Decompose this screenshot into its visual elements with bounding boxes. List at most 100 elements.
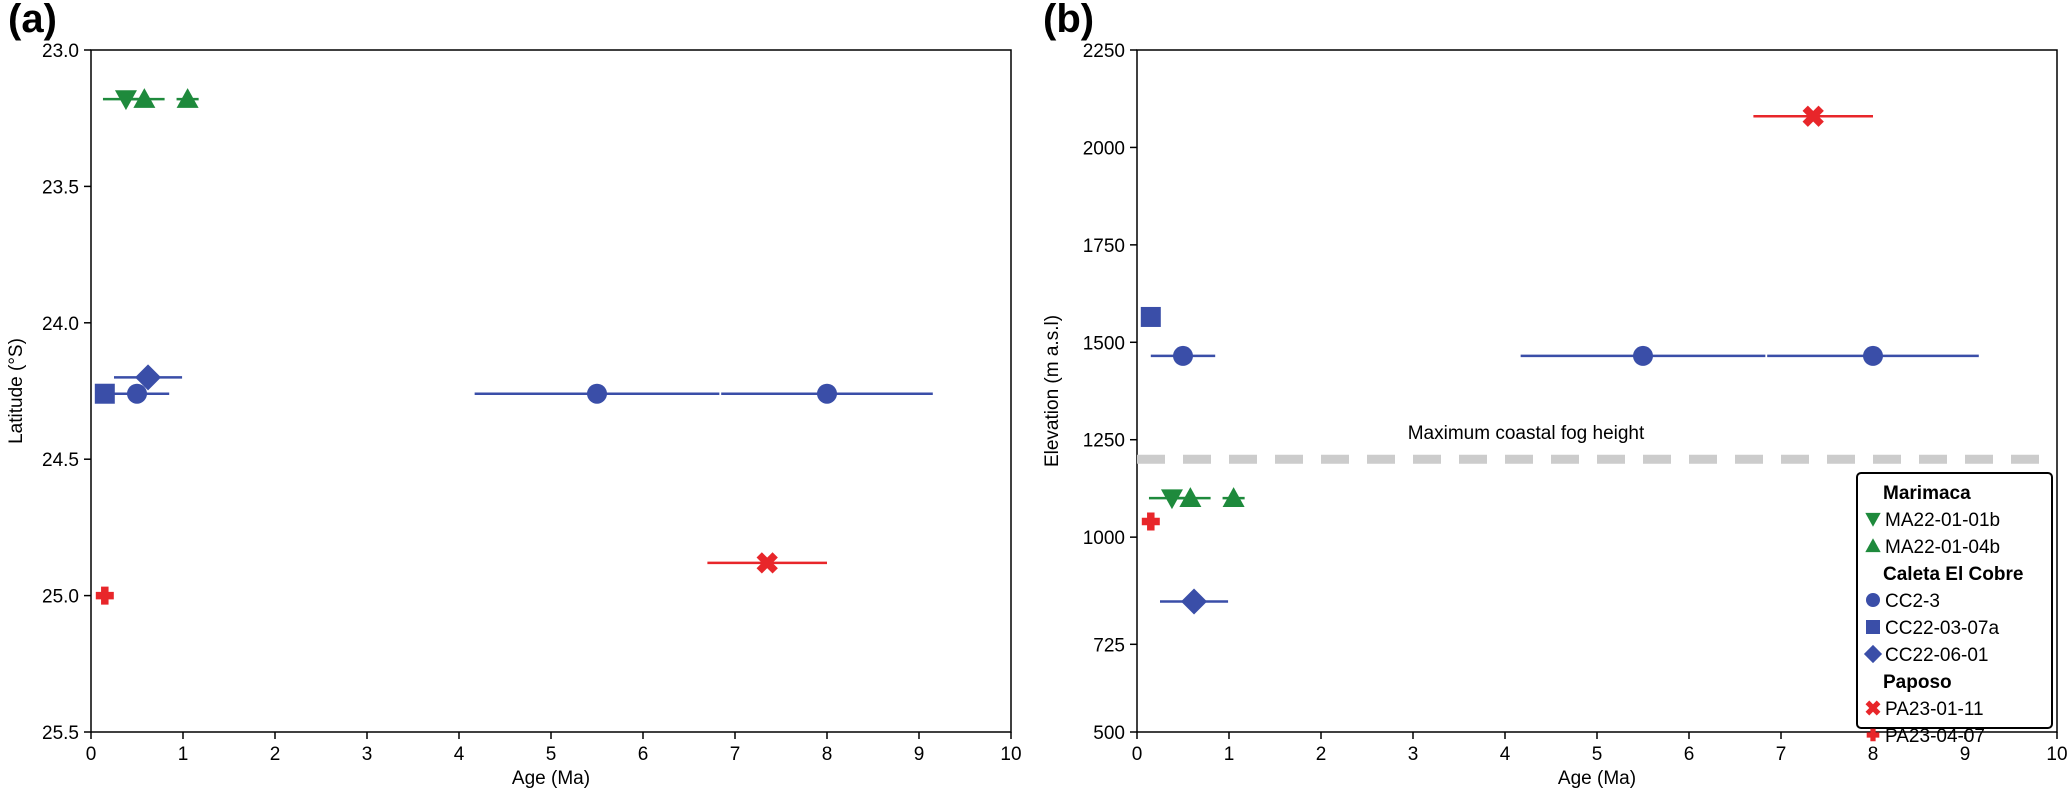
x-axis-label: Age (Ma) [512,768,590,789]
x-tick-label: 5 [546,744,557,765]
x-tick-label: 2 [270,744,281,765]
legend-entry-label: MA22-01-04b [1885,537,2000,558]
legend-marker-triangle-up [1865,538,1881,553]
plot-frame [90,49,1012,733]
x-tick-label: 9 [914,744,925,765]
panel-a: (a) 0 1 2 3 4 5 6 7 8 9 10 23.0 23.5 24.0 24.5 25.0 25.5 A… [6,0,1022,789]
legend-marker-diamond [1863,644,1883,664]
data-point-PA23-04-07 [1141,512,1160,531]
panel-label: (b) [1043,0,1094,41]
marker-x [756,552,778,574]
panel-b: (b) 0 1 2 3 4 5 6 7 8 9 10 500 725 1000 1250 1500 1750 200… [1042,0,2067,789]
x-tick-label: 6 [1684,744,1695,765]
x-tick-label: 8 [822,744,833,765]
y-tick-label: 25.0 [42,587,79,608]
data-point-CC2-3 [1767,345,1979,366]
x-tick-label: 1 [178,744,189,765]
data-point-CC22-06-01 [1160,588,1229,615]
data-point-CC2-3 [1150,345,1216,366]
marker-triangle-up [176,88,199,108]
legend: Marimaca MA22-01-01b MA22-01-04b Caleta El … [1856,472,2053,747]
data-point-MA22-01-04b [1222,487,1245,507]
marker-plus [1141,512,1160,531]
x-tick-label: 6 [638,744,649,765]
data-point-CC22-06-01 [114,364,183,391]
marker-circle [1173,345,1193,366]
x-tick-label: 4 [1500,744,1511,765]
x-tick-label: 0 [86,744,97,765]
data-point-PA23-01-11 [707,552,827,574]
panel-label: (a) [8,0,57,41]
marker-triangle-up [133,88,156,108]
y-tick-label: 500 [1093,723,1125,744]
marker-diamond [135,364,162,391]
legend-group-title: Caleta El Cobre [1883,564,2023,585]
y-tick-label: 1500 [1083,333,1125,354]
legend-marker-square [1866,620,1880,634]
x-tick-label: 7 [730,744,741,765]
data-point-PA23-01-11 [1753,105,1873,127]
marker-x [1802,105,1824,127]
data-point-CC2-3 [474,383,720,404]
legend-entry-label: CC2-3 [1885,591,1940,612]
legend-entry-label: CC22-06-01 [1885,645,1989,666]
marker-square [1140,306,1161,327]
y-tick-label: 24.5 [42,450,79,471]
y-tick-label: 1250 [1083,431,1125,452]
legend-marker-plus [1866,728,1880,742]
marker-circle [1633,345,1653,366]
data-point-CC2-3 [721,383,933,404]
legend-entry-label: PA23-04-07 [1885,726,1985,747]
data-point-PA23-04-07 [95,586,114,605]
legend-box [1856,472,2053,729]
marker-circle [587,383,607,404]
x-tick-label: 4 [454,744,465,765]
x-tick-label: 5 [1592,744,1603,765]
data-point-MA22-01-04b [1170,487,1211,507]
y-tick-label: 725 [1093,635,1125,656]
marker-circle [817,383,837,404]
marker-plus [95,586,114,605]
legend-entry-label: PA23-01-11 [1885,699,1984,720]
y-tick-label: 23.0 [42,41,79,62]
legend-marker-circle [1866,593,1880,607]
y-tick-label: 2250 [1083,41,1125,62]
data-point-CC2-3 [104,383,170,404]
y-tick-label: 2000 [1083,138,1125,159]
x-axis-label: Age (Ma) [1558,768,1636,789]
x-tick-label: 3 [362,744,373,765]
y-tick-label: 24.0 [42,314,79,335]
y-tick-label: 1000 [1083,528,1125,549]
data-point-MA22-01-04b [124,88,165,108]
x-tick-label: 2 [1316,744,1327,765]
x-tick-label: 8 [1868,744,1879,765]
y-tick-label: 1750 [1083,236,1125,257]
legend-group-title: Paposo [1883,672,1952,693]
marker-triangle-up [1179,487,1202,507]
fog-height-label: Maximum coastal fog height [1408,423,1645,444]
marker-circle [1863,345,1883,366]
marker-triangle-up [1222,487,1245,507]
legend-marker-triangle-down [1865,512,1881,527]
x-tick-label: 10 [2046,744,2067,765]
x-tick-label: 0 [1132,744,1143,765]
marker-diamond [1181,588,1208,615]
legend-entry-label: CC22-03-07a [1885,618,1999,639]
data-point-CC2-3 [1520,345,1766,366]
legend-entry-label: MA22-01-01b [1885,510,2000,531]
data-point-CC22-03-07a [1140,306,1161,327]
y-tick-label: 23.5 [42,177,79,198]
x-tick-label: 7 [1776,744,1787,765]
y-axis-label: Elevation (m a.s.l) [1042,315,1063,467]
y-axis-label: Latitude (°S) [6,338,27,444]
x-tick-label: 10 [1000,744,1021,765]
marker-circle [127,383,147,404]
x-tick-label: 3 [1408,744,1419,765]
legend-group-title: Marimaca [1883,483,1971,504]
data-point-MA22-01-04b [176,88,199,108]
legend-marker-x [1865,700,1881,716]
y-tick-label: 25.5 [42,723,79,744]
x-tick-label: 9 [1960,744,1971,765]
x-tick-label: 1 [1224,744,1235,765]
